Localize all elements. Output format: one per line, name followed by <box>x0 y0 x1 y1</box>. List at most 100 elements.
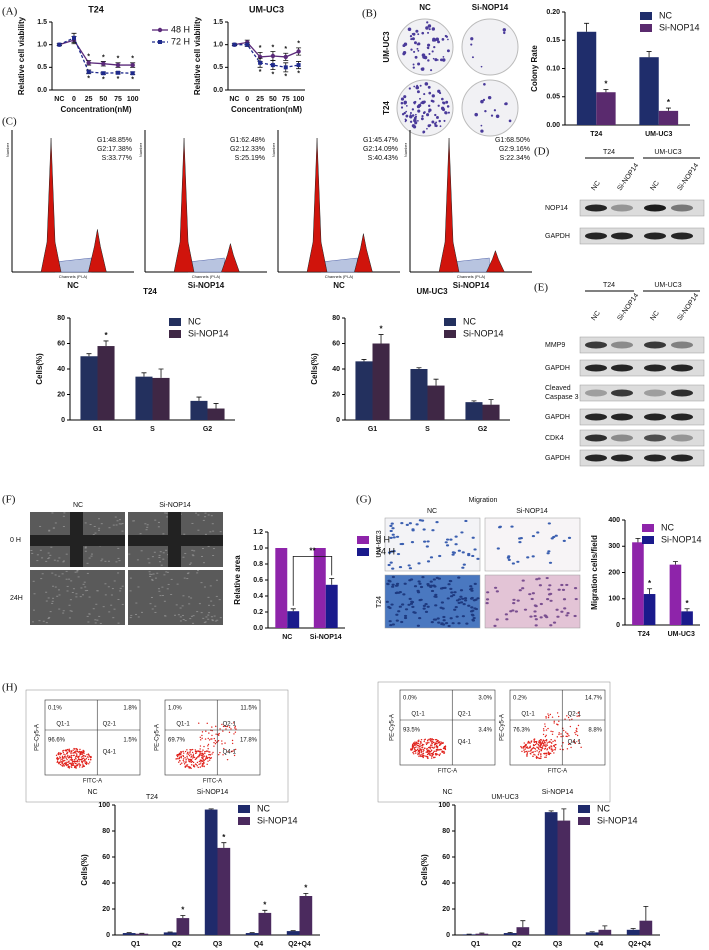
event <box>208 754 210 756</box>
y-axis-label: Cells(%) <box>420 854 429 886</box>
event <box>419 743 421 745</box>
event <box>202 763 205 765</box>
event <box>68 762 71 765</box>
colony-dot <box>428 28 431 31</box>
event <box>549 747 551 750</box>
event <box>542 728 545 730</box>
quadrant-percent: 1.5% <box>123 738 137 744</box>
bar <box>598 929 612 935</box>
cell <box>554 534 558 537</box>
significance: * <box>284 74 287 81</box>
event <box>435 741 438 743</box>
texture <box>139 533 142 535</box>
significance: * <box>648 579 652 588</box>
event <box>430 749 433 751</box>
x-tick-label: T24 <box>638 631 650 638</box>
event <box>544 756 546 758</box>
cell <box>462 602 466 606</box>
row-label: GAPDH <box>545 414 570 421</box>
texture <box>162 533 165 535</box>
blot-band <box>644 341 666 349</box>
colony-dot <box>431 94 435 98</box>
cell <box>397 591 401 594</box>
texture <box>137 616 140 618</box>
texture <box>117 622 120 624</box>
legend-swatch <box>169 330 181 338</box>
legend-label: NC <box>597 803 610 813</box>
texture <box>121 530 124 532</box>
event <box>423 749 425 751</box>
event <box>228 726 231 728</box>
event <box>421 744 424 747</box>
event <box>209 757 212 760</box>
texture <box>173 614 176 616</box>
colony-dot <box>422 130 426 134</box>
texture <box>202 617 205 619</box>
event <box>428 752 431 755</box>
colony-dot <box>416 90 420 94</box>
event <box>536 746 538 748</box>
cell <box>431 529 435 532</box>
event <box>214 740 217 742</box>
colony-dot <box>474 112 478 117</box>
event <box>415 746 417 748</box>
texture <box>196 570 199 572</box>
event <box>534 740 537 743</box>
texture <box>54 574 57 576</box>
significance: * <box>263 900 267 909</box>
event <box>205 750 207 753</box>
event <box>568 743 570 745</box>
texture <box>66 585 69 587</box>
colony-dot <box>427 31 430 34</box>
texture <box>211 620 214 622</box>
x-tick-label: Q2 <box>172 941 181 948</box>
cell <box>534 618 538 621</box>
legend-label: 24 H <box>376 546 395 556</box>
cell <box>511 562 515 565</box>
texture <box>45 622 48 624</box>
point <box>130 62 135 68</box>
event <box>425 755 427 757</box>
cell <box>549 599 553 602</box>
texture <box>192 622 195 624</box>
gate-label: Q1-1 <box>56 722 70 728</box>
colony-dot <box>421 53 426 57</box>
event <box>526 755 528 757</box>
line <box>59 36 133 74</box>
colony-dot <box>400 97 405 101</box>
event <box>233 754 236 757</box>
texture <box>51 602 54 604</box>
texture <box>90 553 93 555</box>
event <box>74 762 77 765</box>
y-tick-label: 0.0 <box>253 625 263 632</box>
panel-label: (B) <box>362 8 377 20</box>
event <box>539 749 541 751</box>
line <box>234 41 299 58</box>
texture <box>117 599 120 601</box>
y-axis-label: Cells(%) <box>80 854 89 886</box>
texture <box>175 604 178 606</box>
blot-strip <box>579 449 705 467</box>
event <box>417 745 420 747</box>
texture <box>70 610 73 612</box>
cell <box>444 541 448 544</box>
texture <box>201 548 204 550</box>
event <box>204 752 206 755</box>
cell <box>498 525 502 528</box>
cell <box>531 534 536 538</box>
event <box>190 764 193 766</box>
cell <box>442 615 446 619</box>
event <box>75 760 77 763</box>
cell <box>557 588 561 591</box>
cell <box>434 604 438 607</box>
texture <box>182 595 185 597</box>
lane-label: Si-NOP14 <box>616 162 640 192</box>
row-label: MMP9 <box>545 342 565 349</box>
event <box>416 744 419 747</box>
blot-band <box>644 389 666 397</box>
cell <box>531 555 535 558</box>
x-tick-label: G1 <box>93 426 102 433</box>
colony-dot <box>426 113 430 117</box>
colony-dot <box>419 84 422 87</box>
event <box>193 765 195 768</box>
